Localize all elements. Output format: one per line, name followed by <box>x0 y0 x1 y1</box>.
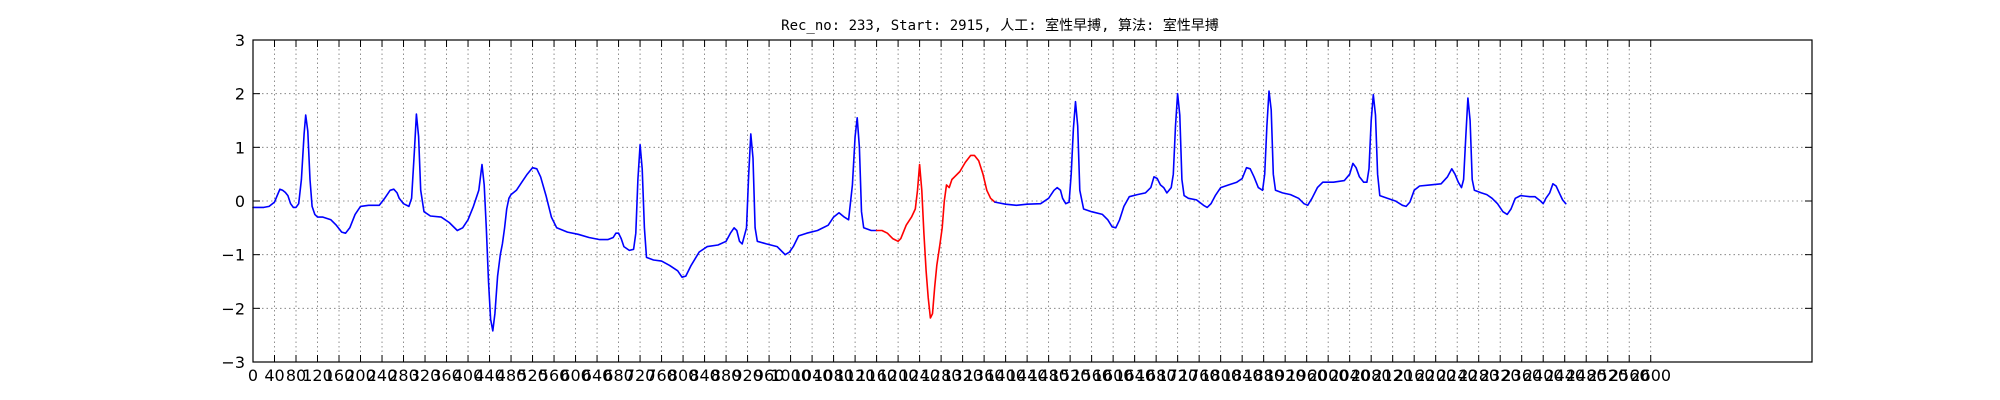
x-tick-label: 1960 <box>1286 366 1327 385</box>
x-tick-label: 1440 <box>1007 366 1048 385</box>
x-tick-label: 920 <box>732 366 763 385</box>
x-tick-label: 520 <box>517 366 548 385</box>
x-tick-label: 1680 <box>1136 366 1177 385</box>
x-tick-label: 1520 <box>1050 366 1091 385</box>
x-tick-label: 2080 <box>1351 366 1392 385</box>
x-tick-label: 760 <box>646 366 677 385</box>
y-tick-label: −3 <box>221 353 245 372</box>
series-layer <box>252 90 1567 332</box>
y-tick-labels: 3 2 1 0 −1 −2 −3 <box>221 31 245 372</box>
x-tick-label: 640 <box>582 366 613 385</box>
x-tick-label: 360 <box>431 366 462 385</box>
x-tick-label: 440 <box>474 366 505 385</box>
x-tick-label: 2440 <box>1544 366 1585 385</box>
x-tick-label: 0 <box>248 366 258 385</box>
x-tick-label: 2000 <box>1308 366 1349 385</box>
x-tick-label: 600 <box>560 366 591 385</box>
x-tick-label: 1640 <box>1114 366 1155 385</box>
x-tick-label: 2360 <box>1501 366 1542 385</box>
ecg-series-line-2 <box>875 154 996 319</box>
x-tick-label: 1000 <box>770 366 811 385</box>
chart-title: Rec_no: 233, Start: 2915, 人工: 室性早搏, 算法: … <box>781 17 1219 34</box>
x-tick-label: 2520 <box>1587 366 1628 385</box>
x-tick-label: 2320 <box>1480 366 1521 385</box>
y-tick-label: −1 <box>221 246 245 265</box>
x-tick-label: 1200 <box>878 366 919 385</box>
x-tick-label: 720 <box>625 366 656 385</box>
x-tick-label: 2200 <box>1415 366 1456 385</box>
x-tick-label: 1760 <box>1179 366 1220 385</box>
x-tick-label: 960 <box>754 366 785 385</box>
x-tick-label: 800 <box>668 366 699 385</box>
ecg-series-line-1 <box>252 113 878 332</box>
x-tick-label: 1080 <box>813 366 854 385</box>
x-tick-labels: 0 40 8012016020024028032036040044048052056… <box>248 366 1671 385</box>
x-tick-label: 2600 <box>1630 366 1671 385</box>
grid-lines <box>253 40 1812 362</box>
x-tick-label: 560 <box>539 366 570 385</box>
x-tick-label: 1920 <box>1265 366 1306 385</box>
x-tick-label: 880 <box>711 366 742 385</box>
x-tick-label: 2120 <box>1372 366 1413 385</box>
x-tick-label: 1360 <box>964 366 1005 385</box>
x-tick-label: 1120 <box>835 366 876 385</box>
x-tick-label: 80 <box>286 366 306 385</box>
x-tick-label: 280 <box>388 366 419 385</box>
x-tick-label: 2480 <box>1566 366 1607 385</box>
x-tick-label: 2040 <box>1329 366 1370 385</box>
x-tick-label: 120 <box>302 366 333 385</box>
y-tick-label: −2 <box>221 299 245 318</box>
x-tick-label: 1240 <box>899 366 940 385</box>
x-tick-label: 1880 <box>1243 366 1284 385</box>
ecg-series-line-3 <box>994 90 1567 229</box>
x-tick-label: 320 <box>410 366 441 385</box>
tick-marks <box>252 39 1812 363</box>
x-tick-label: 2560 <box>1609 366 1650 385</box>
y-tick-label: 2 <box>235 85 245 104</box>
x-tick-label: 1800 <box>1200 366 1241 385</box>
x-tick-label: 1280 <box>921 366 962 385</box>
x-tick-label: 2160 <box>1394 366 1435 385</box>
y-tick-label: 3 <box>235 31 245 50</box>
x-tick-label: 1560 <box>1071 366 1112 385</box>
x-tick-label: 1400 <box>985 366 1026 385</box>
y-tick-label: 1 <box>235 138 245 157</box>
x-tick-label: 840 <box>689 366 720 385</box>
x-tick-label: 2280 <box>1458 366 1499 385</box>
x-tick-label: 1480 <box>1028 366 1069 385</box>
x-tick-label: 480 <box>496 366 527 385</box>
x-tick-label: 1320 <box>942 366 983 385</box>
x-tick-label: 400 <box>453 366 484 385</box>
x-tick-label: 1600 <box>1093 366 1134 385</box>
x-tick-label: 160 <box>324 366 355 385</box>
x-tick-label: 200 <box>345 366 376 385</box>
y-tick-label: 0 <box>235 192 245 211</box>
x-tick-label: 1160 <box>856 366 897 385</box>
x-tick-label: 40 <box>264 366 284 385</box>
x-tick-label: 1720 <box>1157 366 1198 385</box>
x-tick-label: 240 <box>367 366 398 385</box>
x-tick-label: 1040 <box>792 366 833 385</box>
x-tick-label: 1840 <box>1222 366 1263 385</box>
x-tick-label: 2240 <box>1437 366 1478 385</box>
x-tick-label: 680 <box>603 366 634 385</box>
x-tick-label: 2400 <box>1523 366 1564 385</box>
